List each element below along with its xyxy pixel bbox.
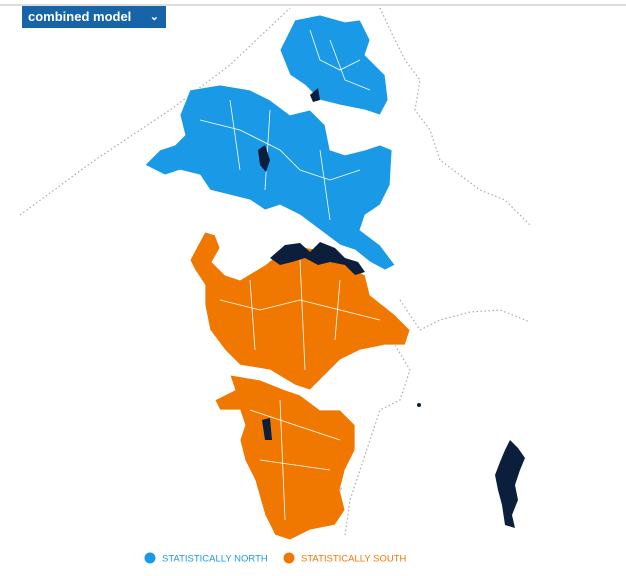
water-bodies [258, 88, 525, 528]
district-lines [199, 29, 381, 521]
legend-label: STATISTICALLY NORTH [162, 554, 268, 565]
legend: STATISTICALLY NORTH STATISTICALLY SOUTH [144, 552, 407, 565]
legend-label: STATISTICALLY SOUTH [301, 554, 407, 565]
model-dropdown[interactable]: combined model ⌄ [22, 6, 166, 28]
south-region [189, 231, 411, 541]
legend-marker [283, 552, 295, 564]
dropdown-chevron: ⌄ [149, 11, 159, 23]
legend-marker [144, 552, 156, 564]
dropdown-label: combined model [28, 9, 132, 24]
north-region [144, 14, 396, 509]
boundary-lines [19, 7, 531, 536]
